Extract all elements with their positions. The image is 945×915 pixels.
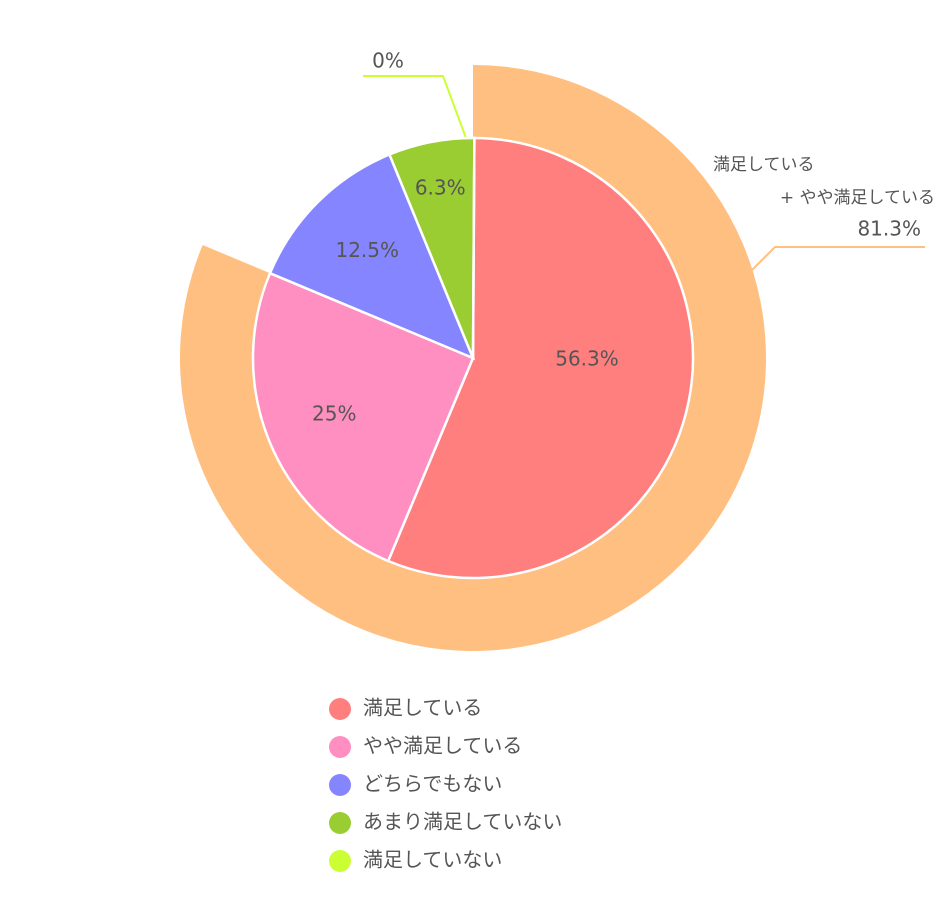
legend-marker — [329, 736, 351, 758]
leader-line — [751, 246, 925, 271]
pie-slice — [268, 152, 476, 361]
ring-label: + やや満足している — [780, 188, 935, 208]
legend-marker — [329, 774, 351, 796]
slice-label: 6.3% — [415, 176, 466, 200]
ring-label: 満足している — [713, 155, 815, 175]
legend-label: あまり満足していない — [363, 810, 562, 834]
pie-slice — [251, 271, 475, 563]
legend-marker — [329, 850, 351, 872]
legend-label: 満足していない — [363, 848, 502, 872]
legend-label: どちらでもない — [363, 772, 502, 796]
pie-slice — [387, 136, 476, 359]
legend-label: やや満足している — [363, 734, 522, 758]
slice-label: 0% — [372, 49, 404, 73]
ring-value-label: 81.3% — [857, 217, 921, 241]
pie-slice — [471, 137, 476, 359]
slice-label: 25% — [312, 401, 356, 425]
slice-label: 56.3% — [555, 347, 619, 371]
slice-label: 12.5% — [335, 238, 399, 262]
leader-line — [363, 75, 467, 139]
legend-label: 満足している — [363, 696, 482, 720]
legend-marker — [329, 812, 351, 834]
pie-slice — [386, 136, 695, 580]
legend-marker — [329, 698, 351, 720]
